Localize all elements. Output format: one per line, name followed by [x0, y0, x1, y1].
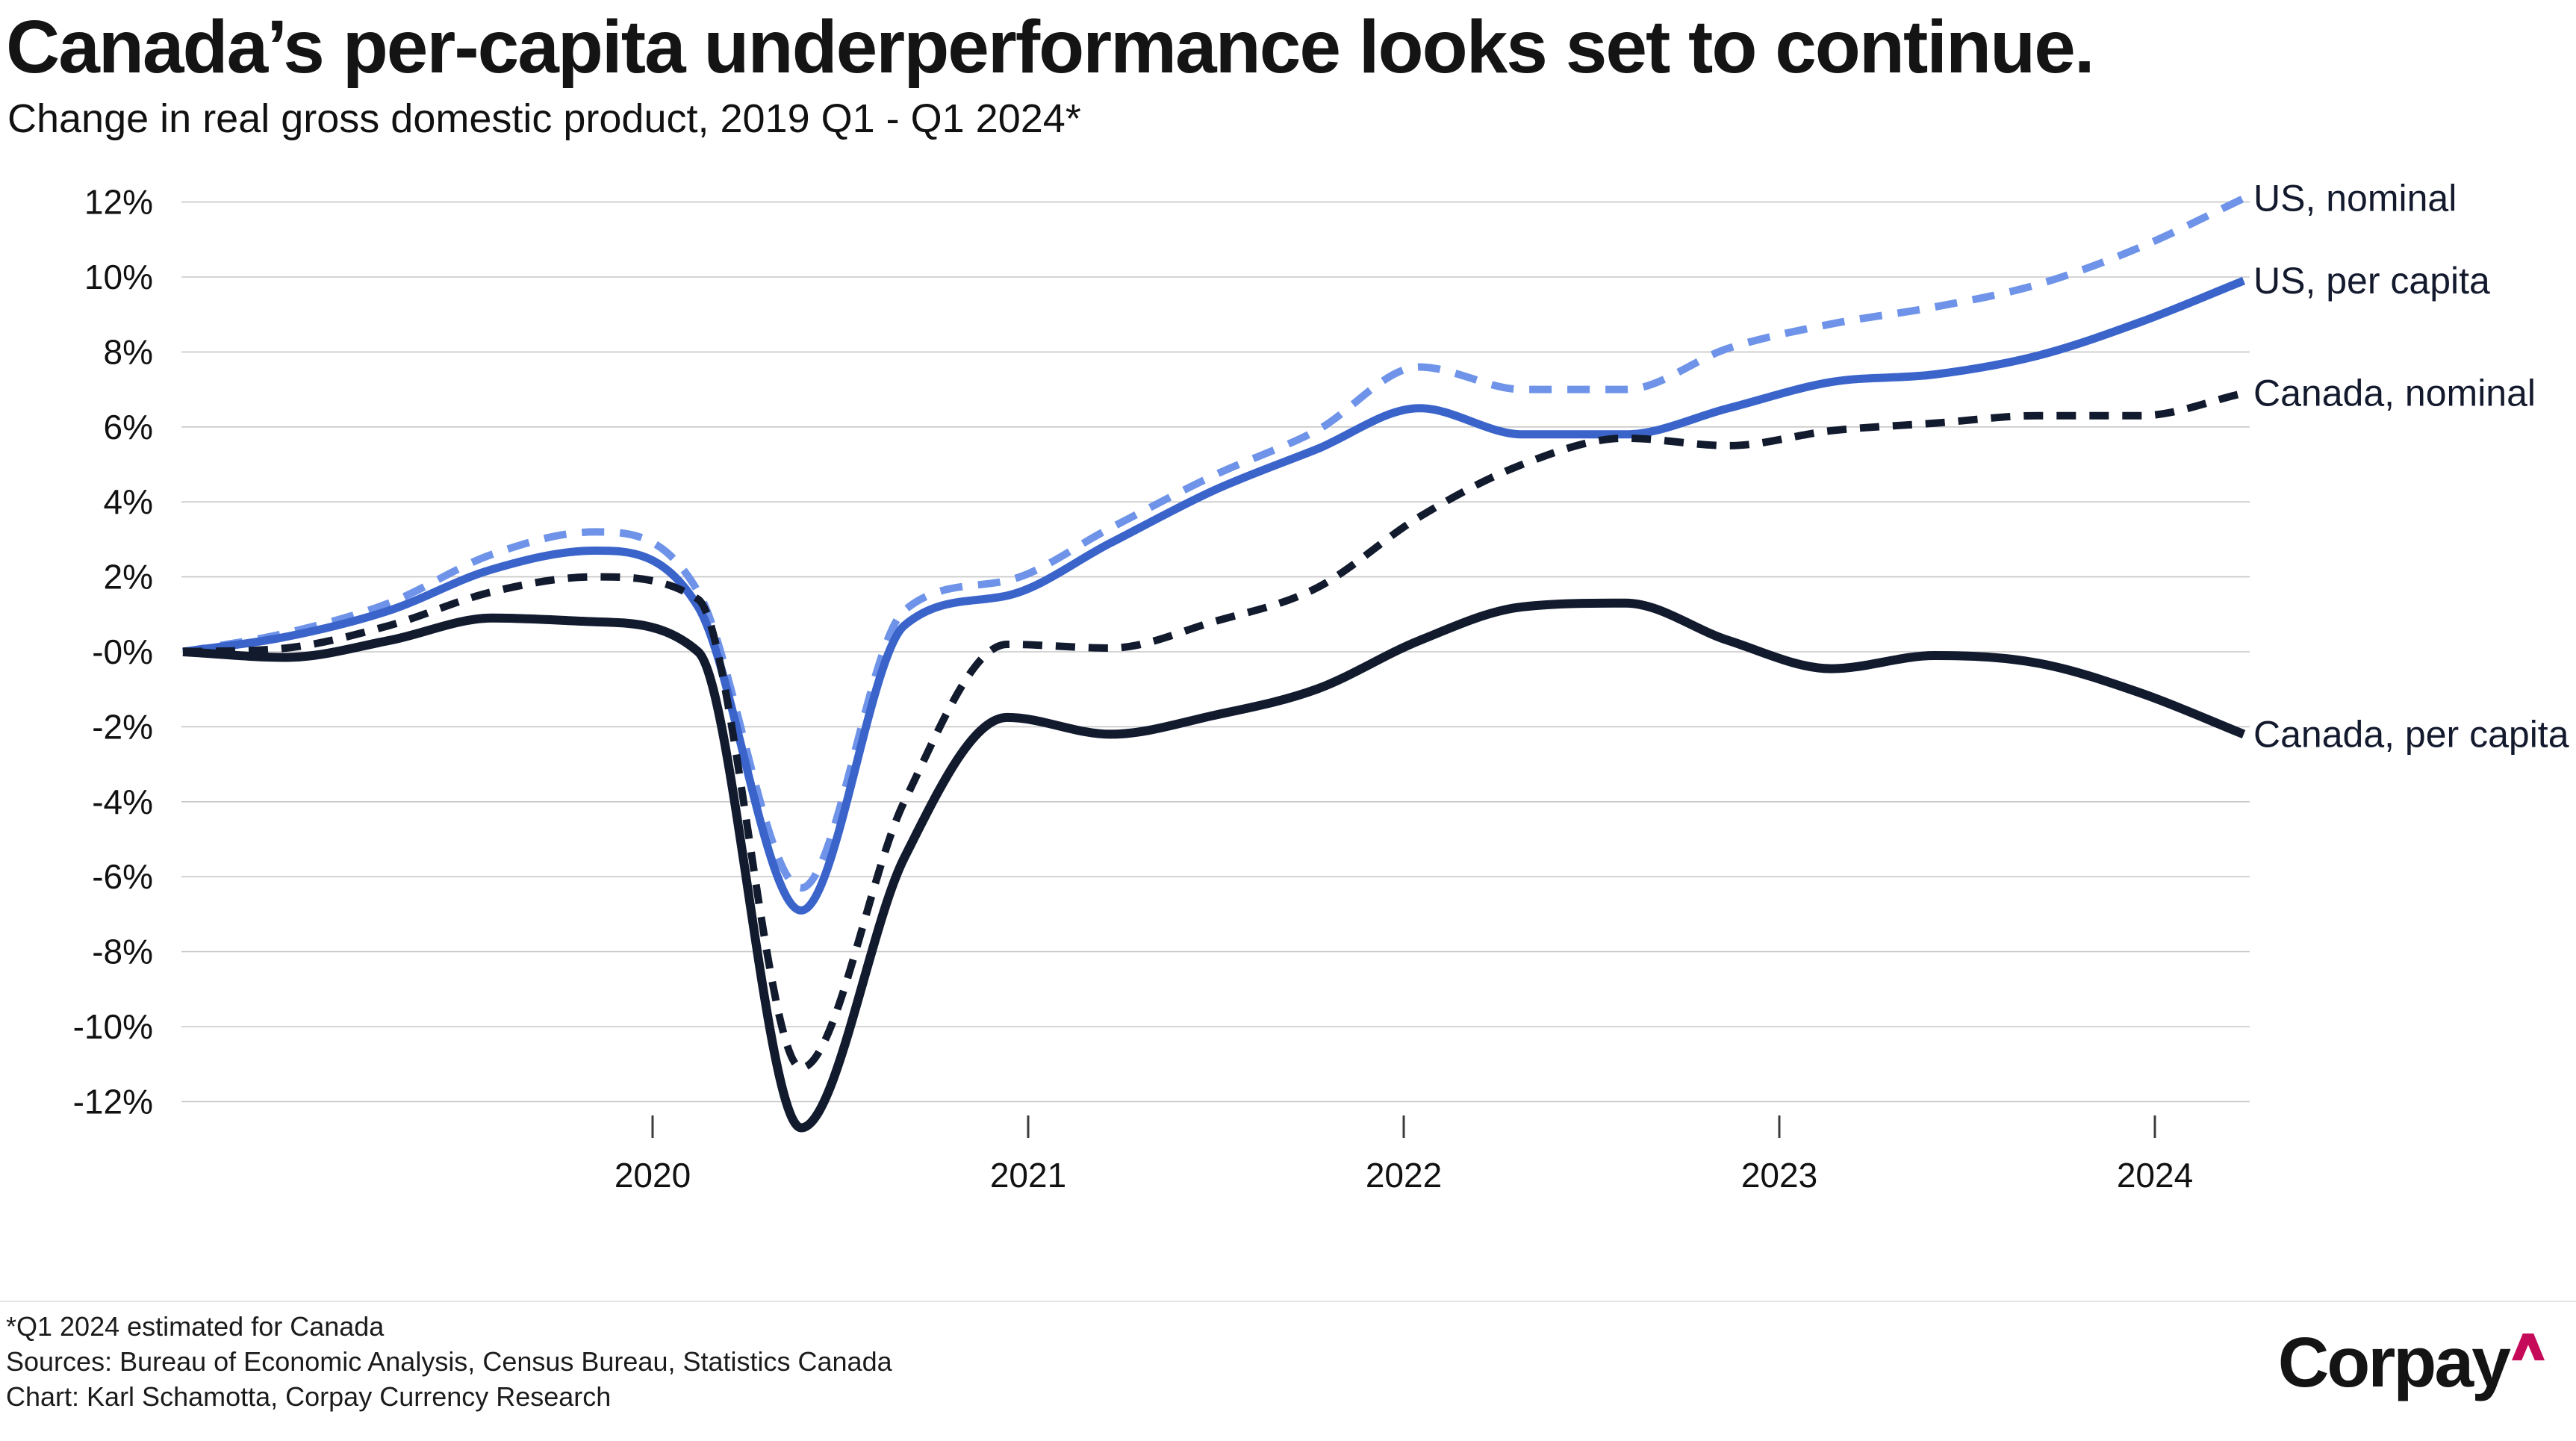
- x-axis-label: 2024: [2117, 1156, 2193, 1195]
- y-axis-label: -12%: [73, 1082, 153, 1121]
- series-label-canada-nominal: Canada, nominal: [2253, 373, 2536, 414]
- series-line-us-per-capita: [182, 276, 2246, 915]
- y-axis-label: 4%: [104, 482, 153, 521]
- y-axis-label: -8%: [92, 933, 153, 971]
- footnote-estimate: *Q1 2024 estimated for Canada: [6, 1311, 385, 1342]
- y-axis-label: 2%: [104, 558, 153, 597]
- x-axis: 2020 2021 2022 2023 2024: [615, 1115, 2193, 1195]
- corpay-logo-text: Corpay: [2277, 1323, 2511, 1402]
- y-axis-label: 10%: [84, 258, 153, 296]
- series-label-us-nominal: US, nominal: [2253, 178, 2457, 220]
- y-axis-label: 6%: [104, 408, 153, 446]
- y-axis-label: -6%: [92, 857, 153, 896]
- footnotes: *Q1 2024 estimated for Canada Sources: B…: [6, 1310, 892, 1414]
- y-axis-label: 8%: [104, 332, 153, 371]
- chart-title: Canada’s per-capita underperformance loo…: [6, 5, 2095, 89]
- y-axis-label: -2%: [92, 707, 153, 746]
- x-axis-label: 2023: [1741, 1156, 1817, 1195]
- footnote-credit: Chart: Karl Schamotta, Corpay Currency R…: [6, 1381, 612, 1412]
- y-axis-label: -10%: [73, 1007, 153, 1046]
- y-axis-label: -0%: [92, 632, 153, 671]
- corpay-logo: Corpay: [2278, 1328, 2545, 1398]
- y-axis-label: 12%: [84, 183, 153, 222]
- series-end-labels: US, nominal US, per capita Canada, nomin…: [2253, 178, 2569, 756]
- chart-subtitle: Change in real gross domestic product, 2…: [7, 96, 1081, 141]
- x-axis-label: 2022: [1366, 1156, 1442, 1195]
- series-line-canada-per-capita: [182, 598, 2246, 1133]
- series-line-canada-nominal: [182, 389, 2245, 1072]
- y-axis-label: -4%: [92, 782, 153, 821]
- x-axis-label: 2020: [615, 1156, 691, 1195]
- series-label-canada-per-capita: Canada, per capita: [2253, 713, 2569, 755]
- footnote-sources: Sources: Bureau of Economic Analysis, Ce…: [6, 1345, 892, 1377]
- corpay-caret-icon: [2512, 1333, 2545, 1360]
- series-lines: [182, 195, 2246, 1133]
- footer-divider: [0, 1301, 2576, 1302]
- y-axis-labels: 12% 10% 8% 6% 4% 2% -0% -2% -4% -6% -8% -10% -12%: [73, 183, 153, 1121]
- gridlines: [181, 201, 2250, 1103]
- x-axis-label: 2021: [990, 1156, 1066, 1195]
- series-line-us-nominal: [182, 195, 2246, 892]
- series-label-us-per-capita: US, per capita: [2253, 260, 2490, 302]
